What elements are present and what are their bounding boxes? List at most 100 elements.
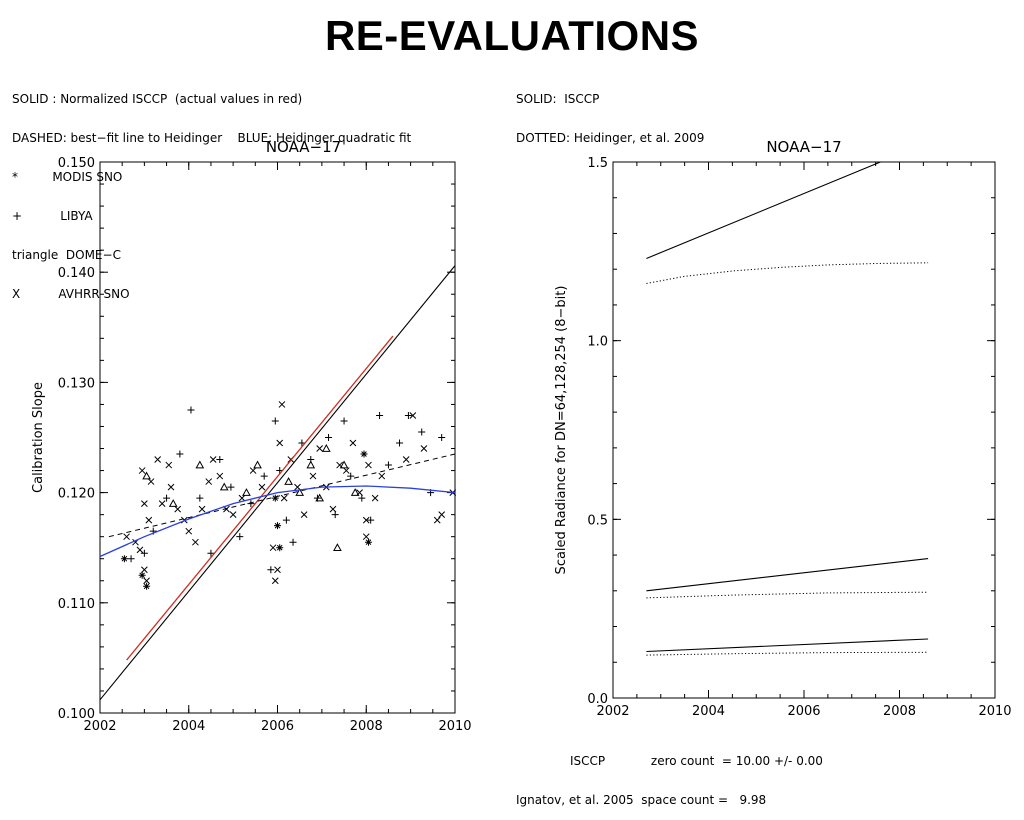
right-y-tick-label: 0.5 bbox=[587, 513, 608, 528]
avhrr-sno-point bbox=[167, 483, 175, 491]
isccp-solid-line bbox=[646, 161, 881, 260]
left-y-tick-label: 0.150 bbox=[58, 156, 95, 171]
dome-c-point bbox=[350, 488, 360, 496]
avhrr-sno-point bbox=[269, 544, 277, 552]
libya-point bbox=[282, 516, 290, 524]
legend-line-dome: triangle DOME−C bbox=[12, 248, 121, 262]
avhrr-sno-point bbox=[402, 456, 410, 463]
left-plot-title: NOAA−17 bbox=[266, 138, 341, 156]
heidinger-dotted-line bbox=[646, 262, 929, 284]
modis-sno-point bbox=[138, 571, 146, 579]
avhrr-sno-point bbox=[280, 494, 288, 502]
avhrr-sno-point bbox=[409, 412, 417, 419]
avhrr-sno-point bbox=[216, 472, 224, 480]
modis-sno-point bbox=[276, 544, 284, 552]
modis-sno-point bbox=[274, 522, 281, 530]
isccp-solid-line bbox=[646, 638, 929, 653]
libya-point bbox=[404, 411, 412, 419]
libya-point bbox=[267, 566, 275, 574]
footer-note: ISCCP zero count = 10.00 +/- 0.00 Ignato… bbox=[516, 729, 823, 820]
avhrr-sno-point bbox=[371, 494, 379, 502]
avhrr-sno-point bbox=[336, 461, 343, 469]
left-x-tick-label: 2002 bbox=[83, 719, 116, 734]
right-legend-solid: SOLID: ISCCP bbox=[516, 92, 600, 106]
avhrr-sno-point bbox=[365, 461, 372, 469]
avhrr-sno-point bbox=[274, 566, 281, 574]
dome-c-point bbox=[242, 488, 251, 496]
avhrr-sno-point bbox=[300, 511, 308, 518]
avhrr-sno-point bbox=[271, 577, 279, 585]
avhrr-sno-point bbox=[420, 445, 428, 452]
right-y-tick-label: 1.5 bbox=[587, 156, 608, 171]
libya-point bbox=[271, 417, 279, 425]
left-legend: SOLID : Normalized ISCCP (actual values … bbox=[12, 67, 411, 314]
libya-point bbox=[367, 516, 375, 524]
page-title: RE-EVALUATIONS bbox=[324, 12, 700, 59]
avhrr-sno-point bbox=[198, 505, 206, 513]
libya-point bbox=[176, 450, 184, 458]
libya-point bbox=[207, 549, 215, 557]
avhrr-sno-point bbox=[143, 577, 150, 585]
libya-point bbox=[331, 511, 339, 519]
modis-sno-point bbox=[120, 555, 128, 563]
left-x-tick-label: 2008 bbox=[350, 719, 383, 734]
avhrr-sno-point bbox=[278, 401, 286, 408]
libya-point bbox=[127, 555, 135, 563]
libya-point bbox=[325, 434, 333, 441]
libya-point bbox=[376, 411, 384, 419]
left-x-tick-label: 2004 bbox=[172, 719, 205, 734]
left-y-tick-label: 0.130 bbox=[58, 376, 95, 391]
right-plot-title: NOAA−17 bbox=[766, 138, 841, 156]
right-y-tick-label: 1.0 bbox=[587, 335, 608, 350]
isccp-solid-line bbox=[646, 558, 929, 592]
libya-point bbox=[396, 439, 404, 447]
avhrr-sno-point bbox=[342, 467, 350, 474]
avhrr-sno-point bbox=[192, 538, 199, 546]
modis-sno-point bbox=[271, 494, 279, 502]
modis-sno-point bbox=[364, 538, 372, 546]
avhrr-sno-point bbox=[205, 478, 213, 485]
isccp-actual-red-line bbox=[126, 335, 394, 661]
left-x-tick-label: 2010 bbox=[438, 719, 471, 734]
avhrr-sno-point bbox=[238, 494, 246, 502]
dome-c-point bbox=[321, 443, 331, 452]
heidinger-dotted-line bbox=[646, 651, 929, 656]
dome-c-point bbox=[315, 493, 325, 502]
avhrr-sno-point bbox=[362, 533, 370, 541]
left-y-tick-label: 0.140 bbox=[58, 266, 95, 281]
avhrr-sno-point bbox=[154, 456, 162, 463]
left-y-tick-label: 0.100 bbox=[58, 707, 95, 722]
right-legend: SOLID: ISCCP DOTTED: Heidinger, et al. 2… bbox=[516, 67, 704, 158]
dome-c-point bbox=[168, 499, 178, 507]
modis-sno-point bbox=[143, 582, 151, 590]
right-x-tick-label: 2006 bbox=[787, 704, 820, 719]
avhrr-sno-point bbox=[309, 472, 317, 480]
right-y-axis-label: Scaled Radiance for DN=64,128,254 (8−bit… bbox=[554, 286, 569, 575]
libya-point bbox=[236, 533, 244, 541]
avhrr-sno-point bbox=[349, 439, 357, 447]
libya-point bbox=[384, 461, 392, 469]
libya-point bbox=[418, 428, 426, 436]
right-plot-frame bbox=[612, 161, 996, 699]
avhrr-sno-point bbox=[356, 489, 363, 496]
avhrr-sno-point bbox=[147, 478, 155, 485]
avhrr-sno-point bbox=[229, 511, 237, 518]
left-y-axis-label: Calibration Slope bbox=[31, 382, 46, 493]
avhrr-sno-point bbox=[433, 516, 441, 524]
footer-line-ignatov: Ignatov, et al. 2005 space count = 9.98 bbox=[516, 793, 767, 807]
libya-point bbox=[438, 434, 446, 441]
libya-point bbox=[340, 417, 348, 425]
dome-c-point bbox=[195, 460, 205, 469]
footer-line-isccp: ISCCP zero count = 10.00 +/- 0.00 bbox=[570, 754, 823, 768]
isccp-normalized-line bbox=[99, 265, 456, 701]
libya-point bbox=[347, 472, 355, 480]
dome-c-point bbox=[142, 471, 151, 480]
libya-point bbox=[227, 483, 235, 491]
avhrr-sno-point bbox=[378, 472, 386, 480]
libya-point bbox=[196, 494, 204, 502]
right-legend-dotted: DOTTED: Heidinger, et al. 2009 bbox=[516, 131, 705, 145]
left-y-tick-label: 0.120 bbox=[58, 487, 95, 502]
dome-c-point bbox=[333, 543, 342, 551]
avhrr-sno-point bbox=[209, 456, 217, 463]
right-x-tick-label: 2010 bbox=[978, 704, 1011, 719]
